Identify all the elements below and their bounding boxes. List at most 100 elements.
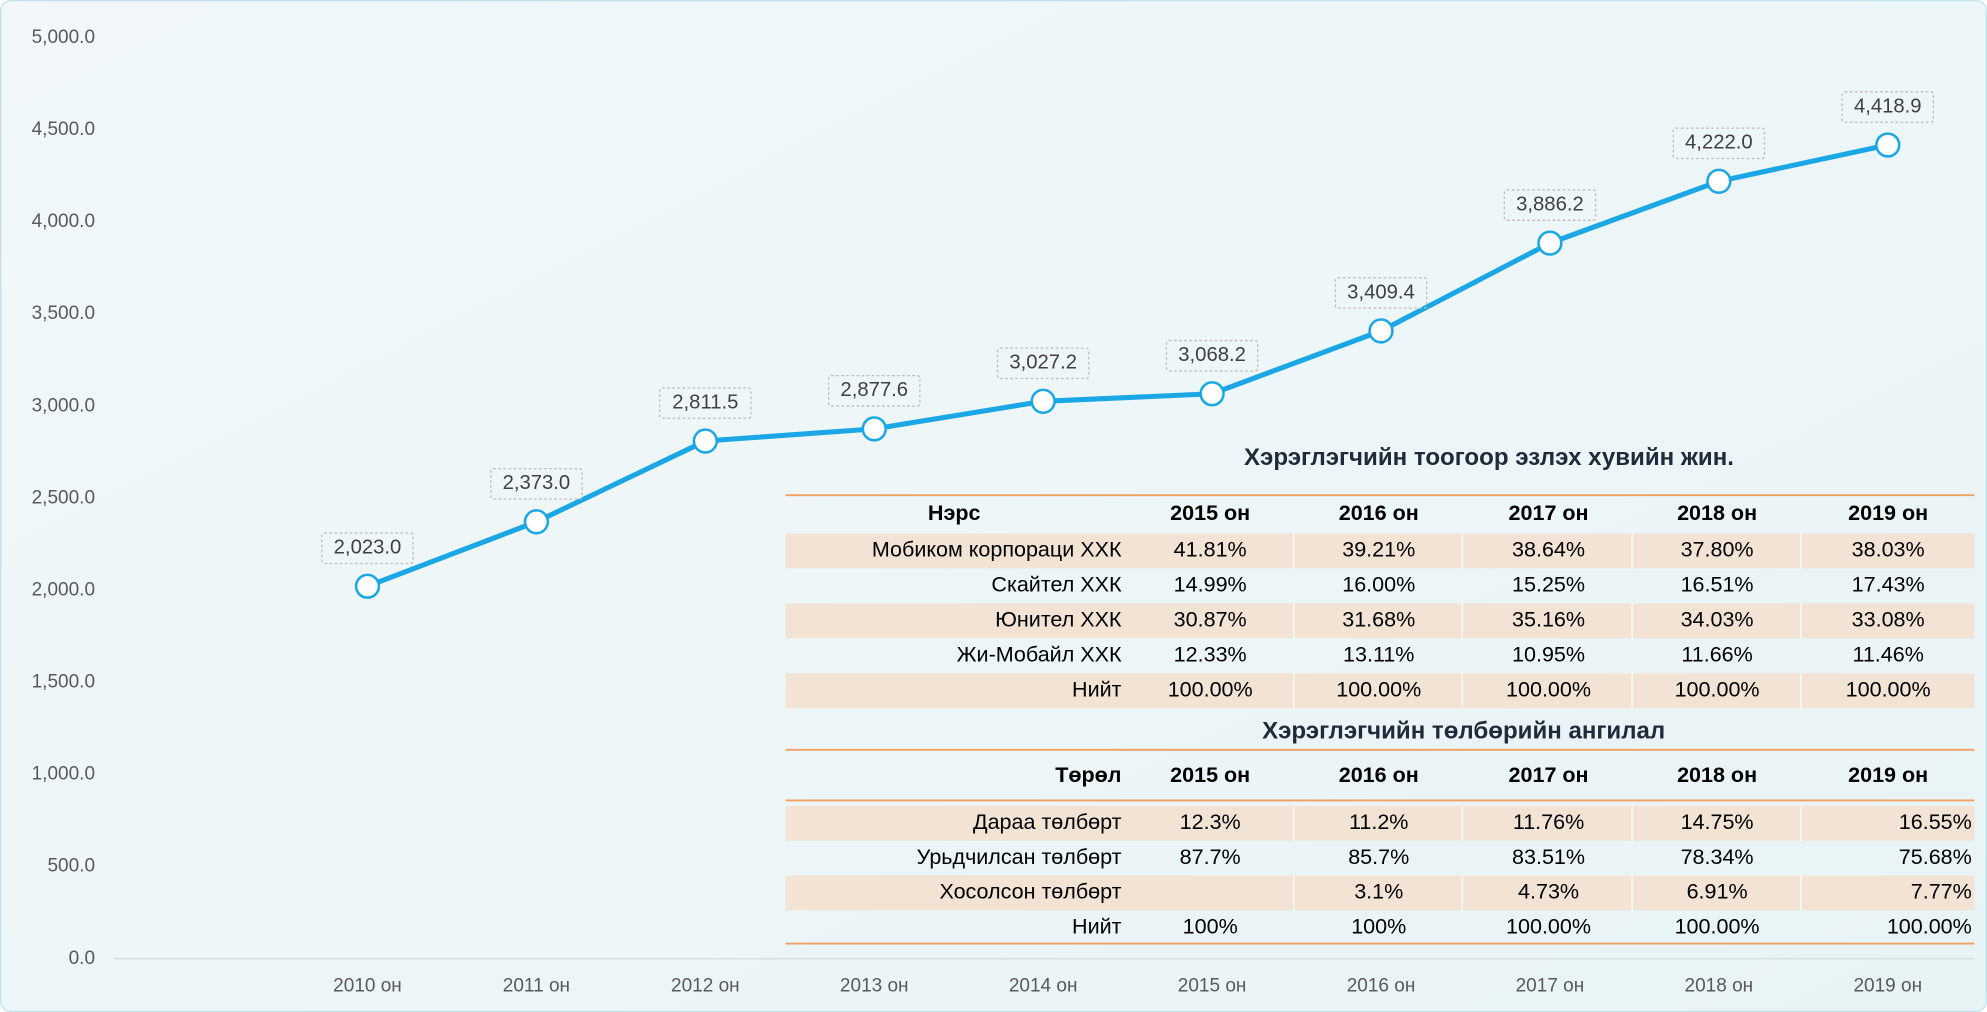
table-header: 2018 он: [1677, 501, 1757, 525]
y-tick-label: 5,000.0: [32, 27, 95, 48]
row-label: Нийт: [1072, 677, 1122, 701]
table-header: Нэрс: [928, 501, 981, 525]
cell: 14.75%: [1681, 810, 1754, 834]
row-shade: [785, 603, 1975, 639]
cell: 100.00%: [1336, 677, 1421, 701]
row-label: Жи-Мобайл ХХК: [957, 643, 1122, 667]
cell: 87.7%: [1180, 845, 1241, 869]
data-label: 3,027.2: [1009, 352, 1077, 374]
data-label: 3,886.2: [1516, 193, 1584, 215]
point: [1030, 388, 1056, 414]
table-header: 2015 он: [1170, 763, 1250, 787]
cell: 75.68%: [1899, 845, 1972, 869]
cell: 11.2%: [1349, 810, 1408, 834]
row-shade: [785, 673, 1975, 709]
row-label: Скайтел ХХК: [991, 573, 1122, 597]
y-tick-label: 4,500.0: [32, 119, 95, 140]
y-tick-label: 1,000.0: [32, 764, 95, 785]
data-label: 2,877.6: [840, 379, 908, 401]
point: [1368, 318, 1394, 344]
data-label-box: [828, 375, 921, 407]
cell: 11.76%: [1513, 810, 1584, 834]
table-header: 2016 он: [1339, 501, 1419, 525]
data-label-box: [1841, 91, 1935, 123]
row-shade: [785, 533, 1975, 569]
row-label: Юнител ХХК: [995, 608, 1122, 632]
data-label-box: [1503, 189, 1597, 221]
cell: 100.00%: [1675, 677, 1760, 701]
table-header: 2015 он: [1170, 501, 1250, 525]
data-label: 2,811.5: [672, 391, 738, 413]
x-tick-label: 2019 он: [1853, 976, 1922, 997]
cell: 11.46%: [1852, 643, 1923, 667]
point: [523, 509, 550, 535]
data-label-box: [1165, 339, 1259, 372]
cell: 100.00%: [1506, 914, 1591, 938]
y-tick-label: 2,000.0: [32, 579, 95, 600]
table-header: Төрөл: [1055, 763, 1121, 787]
cell: 10.95%: [1512, 643, 1585, 667]
cell: 35.16%: [1512, 608, 1585, 632]
row-shade: [785, 805, 1975, 841]
x-tick-label: 2010 он: [333, 976, 402, 997]
cell: 38.64%: [1512, 538, 1585, 562]
cell: 14.99%: [1174, 573, 1247, 597]
cell: 13.11%: [1343, 643, 1414, 667]
cell: 100.00%: [1846, 677, 1931, 701]
cell: 6.91%: [1687, 880, 1748, 904]
x-tick-label: 2018 он: [1685, 976, 1754, 997]
cell: 33.08%: [1852, 608, 1925, 632]
cell: 30.87%: [1174, 608, 1247, 632]
cell: 39.21%: [1342, 538, 1415, 562]
cell: 17.43%: [1852, 573, 1925, 597]
cell: 4.73%: [1518, 880, 1579, 904]
row-label: Дараа төлбөрт: [973, 810, 1122, 834]
cell: 15.25%: [1512, 573, 1585, 597]
x-tick-label: 2014 он: [1009, 976, 1078, 997]
table-header: 2017 он: [1509, 501, 1589, 525]
point: [1875, 132, 1901, 158]
cell: 3.1%: [1354, 880, 1403, 904]
cell: 100.00%: [1506, 677, 1591, 701]
point: [692, 428, 719, 454]
cell: 38.03%: [1852, 538, 1925, 562]
cell: 37.80%: [1681, 538, 1754, 562]
cell: 100.00%: [1887, 914, 1972, 938]
table-header: 2017 он: [1509, 763, 1589, 787]
cell: 41.81%: [1174, 538, 1247, 562]
y-tick-label: 3,500.0: [32, 303, 95, 324]
cell: 16.55%: [1899, 810, 1972, 834]
cell: 83.51%: [1512, 845, 1585, 869]
row-label: Урьдчилсан төлбөрт: [917, 845, 1122, 869]
x-tick-label: 2012 он: [671, 976, 740, 997]
cell: 100%: [1351, 914, 1406, 938]
cell: 78.34%: [1681, 845, 1754, 869]
cell: 100.00%: [1675, 914, 1760, 938]
data-label-box: [1672, 127, 1766, 160]
cell: 16.00%: [1342, 573, 1415, 597]
data-label: 3,409.4: [1347, 281, 1415, 303]
data-label-box: [996, 347, 1090, 380]
y-tick-label: 3,000.0: [32, 395, 95, 416]
cell: 7.77%: [1911, 880, 1972, 904]
data-label: 3,068.2: [1178, 344, 1246, 366]
table-header: 2019 он: [1848, 501, 1928, 525]
data-label-box: [659, 387, 752, 419]
point: [1706, 168, 1732, 194]
cell: 85.7%: [1348, 845, 1409, 869]
row-label: Мобиком корпораци ХХК: [872, 538, 1122, 562]
point: [1537, 230, 1563, 256]
data-label: 4,222.0: [1685, 132, 1753, 154]
table-title: Хэрэглэгчийн төлбөрийн ангилал: [1262, 717, 1665, 744]
data-label: 2,023.0: [334, 537, 402, 559]
cell: 11.66%: [1681, 643, 1752, 667]
table-header: 2018 он: [1677, 763, 1757, 787]
cell: 34.03%: [1681, 608, 1754, 632]
table-title: Хэрэглэгчийн тоогоор эзлэх хувийн жин.: [1244, 444, 1734, 471]
line: [366, 142, 1889, 589]
cell: 12.33%: [1174, 643, 1247, 667]
table-header: 2019 он: [1848, 763, 1928, 787]
data-label-box: [321, 532, 414, 565]
